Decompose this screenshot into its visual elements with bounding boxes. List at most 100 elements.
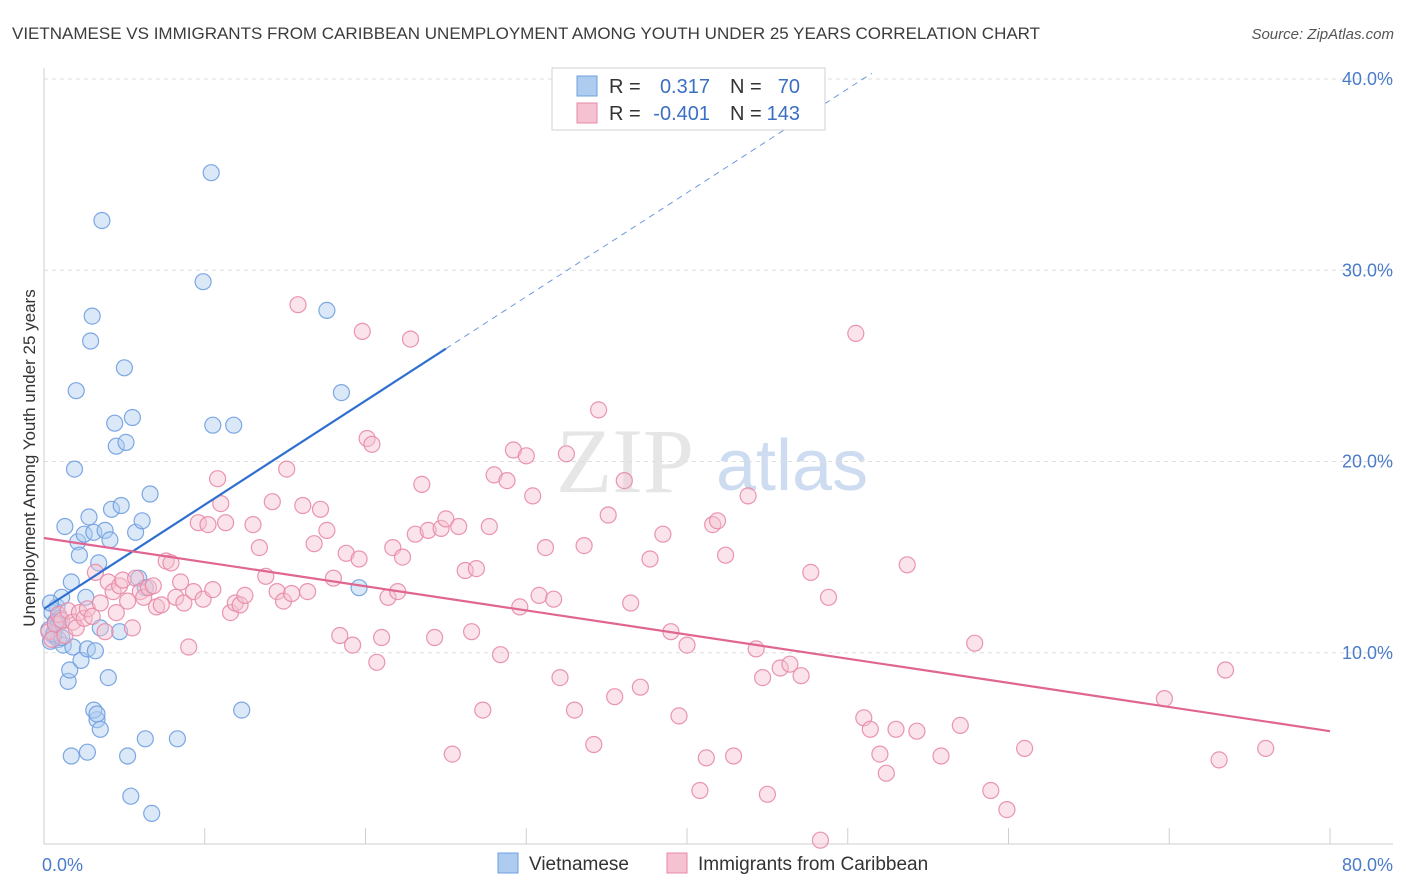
point-series1-15 xyxy=(96,623,114,641)
point-series0-63 xyxy=(62,747,80,765)
point-series1-86 xyxy=(463,623,481,641)
point-series1-145 xyxy=(1015,739,1034,758)
point-series1-122 xyxy=(739,487,757,505)
point-series0-12 xyxy=(56,517,74,536)
point-series1-130 xyxy=(811,831,830,849)
point-series1-47 xyxy=(236,586,254,605)
point-series1-57 xyxy=(294,496,312,515)
point-series0-60 xyxy=(88,705,106,723)
point-series1-137 xyxy=(887,720,905,738)
point-series1-71 xyxy=(373,628,391,647)
point-series0-41 xyxy=(112,496,130,515)
point-series1-13 xyxy=(86,563,105,582)
point-series1-142 xyxy=(966,634,984,652)
point-series1-12 xyxy=(83,607,101,626)
x-tick-labels: 0.0% 80.0% xyxy=(42,855,1393,875)
point-series1-56 xyxy=(289,296,307,314)
trend-lines xyxy=(43,72,1331,733)
point-series1-17 xyxy=(104,582,122,601)
point-series1-141 xyxy=(951,716,969,735)
point-series1-144 xyxy=(998,800,1016,819)
point-series1-114 xyxy=(670,707,688,725)
point-series0-55 xyxy=(233,701,251,719)
x-tick-label-1: 80.0% xyxy=(1342,855,1393,875)
point-series0-43 xyxy=(117,433,135,451)
point-series1-81 xyxy=(432,519,450,538)
gridlines xyxy=(44,78,1393,654)
point-series1-143 xyxy=(982,781,1000,800)
point-series1-51 xyxy=(263,493,281,511)
point-series1-16 xyxy=(99,573,117,591)
point-series1-40 xyxy=(204,580,222,599)
y-tick-label-0: 10.0% xyxy=(1342,643,1393,663)
legend-r-label-1: R = xyxy=(609,76,641,98)
point-series0-42 xyxy=(115,359,134,377)
point-series1-109 xyxy=(622,594,640,612)
point-series1-89 xyxy=(480,517,498,536)
point-series1-148 xyxy=(1216,661,1235,679)
point-series0-54 xyxy=(225,416,243,434)
point-series0-14 xyxy=(61,661,79,679)
point-series0-30 xyxy=(88,711,106,729)
point-series1-25 xyxy=(135,588,153,606)
point-series1-117 xyxy=(697,749,715,767)
point-series1-131 xyxy=(819,588,838,606)
point-series0-26 xyxy=(81,332,100,350)
point-series0-50 xyxy=(168,730,186,748)
point-series1-139 xyxy=(908,722,926,740)
point-series1-21 xyxy=(118,592,137,610)
point-series0-62 xyxy=(78,743,97,761)
point-series0-29 xyxy=(86,642,105,660)
point-series1-34 xyxy=(175,594,193,612)
point-series1-35 xyxy=(180,638,198,656)
legend-n-value-2: 143 xyxy=(767,103,800,125)
series-legend-label-caribbean: Immigrants from Caribbean xyxy=(698,854,928,875)
point-series1-107 xyxy=(606,688,624,706)
chart-source: Source: ZipAtlas.com xyxy=(1251,26,1394,43)
legend-r-value-1: 0.317 xyxy=(660,76,710,98)
point-series1-59 xyxy=(305,535,323,553)
point-series1-97 xyxy=(530,586,548,605)
point-series1-124 xyxy=(753,668,772,687)
point-series1-27 xyxy=(144,577,162,595)
point-series1-103 xyxy=(575,536,593,555)
legend-r-value-2: -0.401 xyxy=(653,103,710,125)
point-series1-43 xyxy=(217,514,235,532)
x-ticks xyxy=(204,828,1331,844)
point-series1-78 xyxy=(413,475,431,493)
watermark-atlas: atlas xyxy=(716,426,868,506)
series-legend-swatch-caribbean xyxy=(666,852,688,874)
point-series1-63 xyxy=(331,626,349,645)
legend-r-label-2: R = xyxy=(609,103,641,125)
point-series0-47 xyxy=(133,512,151,530)
point-series1-31 xyxy=(162,554,180,572)
point-series1-132 xyxy=(847,324,865,342)
point-series1-55 xyxy=(283,584,301,603)
y-tick-label-2: 30.0% xyxy=(1342,260,1393,280)
point-series1-106 xyxy=(599,506,617,524)
watermark-zip: ZIP xyxy=(556,410,694,512)
point-series0-34 xyxy=(96,521,114,540)
point-series1-67 xyxy=(353,322,371,340)
point-series1-79 xyxy=(419,521,437,540)
point-series1-20 xyxy=(114,571,132,589)
chart-title: VIETNAMESE VS IMMIGRANTS FROM CARIBBEAN … xyxy=(12,24,1040,43)
point-series1-14 xyxy=(91,594,109,612)
point-series1-129 xyxy=(802,563,820,582)
point-series1-105 xyxy=(589,401,608,419)
point-series0-25 xyxy=(80,508,98,526)
point-series1-134 xyxy=(861,720,879,738)
point-series1-54 xyxy=(278,460,296,478)
point-series1-70 xyxy=(368,653,386,671)
point-series1-127 xyxy=(781,655,799,673)
point-series1-115 xyxy=(678,636,696,654)
point-series1-125 xyxy=(758,785,777,803)
legend-n-label-1: N = xyxy=(730,76,762,98)
point-series1-76 xyxy=(401,330,420,348)
point-series1-61 xyxy=(318,521,336,540)
point-series1-94 xyxy=(511,598,529,616)
point-series1-108 xyxy=(615,472,633,490)
point-series1-128 xyxy=(792,667,810,685)
series-legend-label-vietnamese: Vietnamese xyxy=(529,854,629,875)
